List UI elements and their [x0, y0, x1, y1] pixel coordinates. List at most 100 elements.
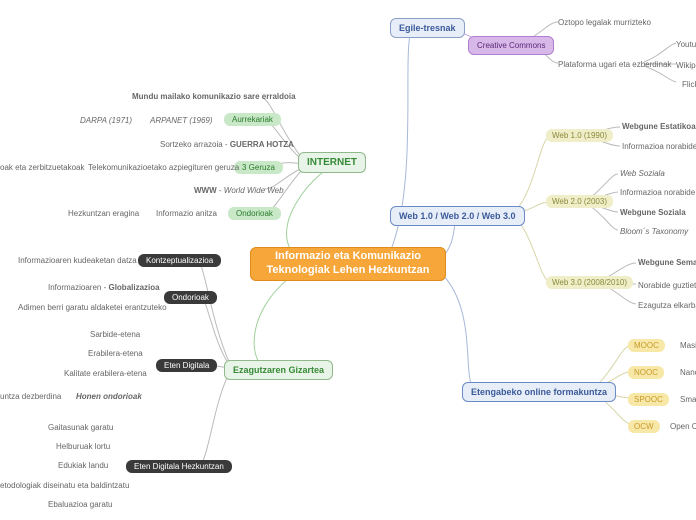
- ondorioak-label: Ondorioak: [236, 209, 273, 218]
- gaitasunak: Gaitasunak garatu: [48, 423, 113, 432]
- spooc-label: SPOOC: [634, 395, 663, 404]
- w3b: Norabide guztietara: [638, 281, 696, 290]
- etengabeko-label: Etengabeko online formakuntza: [471, 387, 607, 397]
- glob: Globalizazioa: [108, 283, 159, 292]
- wire: [254, 270, 300, 368]
- web1-label: Web 1.0 (1990): [552, 131, 607, 140]
- root-line1: Informazio eta Komunikazio: [267, 250, 430, 264]
- nooc-txt: Nano: [680, 368, 696, 377]
- wire: [287, 165, 338, 260]
- web-node[interactable]: Web 1.0 / Web 2.0 / Web 3.0: [390, 206, 525, 226]
- hezk: Hezkuntzan eragina: [68, 209, 139, 218]
- web2-pill[interactable]: Web 2.0 (2003): [546, 195, 613, 208]
- egile-label: Egile-tresnak: [399, 23, 456, 33]
- egile-node[interactable]: Egile-tresnak: [390, 18, 465, 38]
- ocw-pill[interactable]: OCW: [628, 420, 660, 433]
- geruza-pill[interactable]: 3 Geruza: [234, 161, 283, 174]
- sortzeko: Sortzeko arrazoia -: [160, 140, 230, 149]
- web3-pill[interactable]: Web 3.0 (2008/2010): [546, 276, 633, 289]
- w2d: Bloom´s Taxonomy: [620, 227, 688, 236]
- cc-label: Creative Commons: [477, 41, 545, 50]
- wire: [200, 297, 230, 366]
- cc-flickr: Flickr: [682, 80, 696, 89]
- eten-label: Eten Digitala: [164, 361, 209, 370]
- web2-label: Web 2.0 (2003): [552, 197, 607, 206]
- mooc-label: MOOC: [634, 341, 659, 350]
- wire: [262, 98, 302, 158]
- kontz-label: Kontzeptualizazioa: [146, 256, 213, 265]
- wire: [596, 346, 630, 386]
- eten-hezk-pill[interactable]: Eten Digitala Hezkuntzan: [126, 460, 232, 473]
- cc-oztopo: Oztopo legalak murrizteko: [558, 18, 651, 27]
- nooc-label: NOOC: [634, 368, 658, 377]
- kontz-txt: Informazioaren kudeaketan datza: [18, 256, 137, 265]
- oak: oak eta zerbitzuetakoak: [0, 163, 85, 172]
- nooc-pill[interactable]: NOOC: [628, 366, 664, 379]
- internet-node[interactable]: INTERNET: [298, 152, 366, 173]
- w3c: Ezagutza elkarbanat: [638, 301, 696, 310]
- metodologia: etodologiak diseinatu eta baldintzatu: [0, 481, 129, 490]
- edukiak: Edukiak landu: [58, 461, 108, 470]
- sortzeko-wrap: Sortzeko arrazoia - GUERRA HOTZA: [160, 140, 294, 149]
- wire: [440, 272, 476, 390]
- spooc-pill[interactable]: SPOOC: [628, 393, 669, 406]
- ezag-node[interactable]: Ezagutzaren Gizartea: [224, 360, 333, 380]
- ondorioak-pill[interactable]: Ondorioak: [228, 207, 281, 220]
- teleko: Telekomunikazioetako azpiegituren geruza: [88, 163, 239, 172]
- wire: [590, 206, 618, 230]
- honen: Honen ondorioak: [76, 392, 142, 401]
- wire: [200, 372, 230, 464]
- mooc-pill[interactable]: MOOC: [628, 339, 665, 352]
- w2c: Webgune Soziala: [620, 208, 686, 217]
- mundu: Mundu mailako komunikazio sare erraldoia: [132, 92, 296, 101]
- geruza-label: 3 Geruza: [242, 163, 275, 172]
- ondorioak2-label: Ondorioak: [172, 293, 209, 302]
- cc-node[interactable]: Creative Commons: [468, 36, 554, 55]
- web-label: Web 1.0 / Web 2.0 / Web 3.0: [399, 211, 516, 221]
- ezag-label: Ezagutzaren Gizartea: [233, 365, 324, 375]
- eten-hezk-label: Eten Digitala Hezkuntzan: [134, 462, 224, 471]
- root-line2: Teknologiak Lehen Hezkuntzan: [267, 264, 430, 278]
- wire: [516, 136, 550, 210]
- ocw-txt: Open C: [670, 422, 696, 431]
- cc-youtube: Youtube: [676, 40, 696, 49]
- glob-pre: Informazioaren -: [48, 283, 108, 292]
- web1-pill[interactable]: Web 1.0 (1990): [546, 129, 613, 142]
- arpanet: ARPANET (1969): [150, 116, 213, 125]
- wire: [516, 218, 550, 282]
- web3-label: Web 3.0 (2008/2010): [552, 278, 627, 287]
- root-node[interactable]: Informazio eta Komunikazio Teknologiak L…: [250, 247, 446, 281]
- cc-wiki: Wikiper: [676, 61, 696, 70]
- glob-wrap: Informazioaren - Globalizazioa: [48, 283, 160, 292]
- sarbide: Sarbide-etena: [90, 330, 140, 339]
- helburuak: Helburuak lortu: [56, 442, 110, 451]
- eten-pill[interactable]: Eten Digitala: [156, 359, 217, 372]
- ebaluazioa: Ebaluazioa garatu: [48, 500, 113, 509]
- darpa: DARPA (1971): [80, 116, 132, 125]
- w3a: Webgune Semantik: [638, 258, 696, 267]
- guerra: GUERRA HOTZA: [230, 140, 294, 149]
- www-wrap: WWW - World Wide Web: [194, 186, 284, 195]
- erabilera: Erabilera-etena: [88, 349, 143, 358]
- ocw-label: OCW: [634, 422, 654, 431]
- w1b: Informazioa norabide bakar: [622, 142, 696, 151]
- w2b: Informazioa norabide bikoi: [620, 188, 696, 197]
- internet-label: INTERNET: [307, 157, 357, 168]
- cc-plataforma: Plataforma ugari eta ezberdinak: [558, 60, 671, 69]
- w2a: Web Soziala: [620, 169, 665, 178]
- aurrekariak-pill[interactable]: Aurrekariak: [224, 113, 281, 126]
- spooc-txt: Sma: [680, 395, 696, 404]
- info: Informazio anitza: [156, 209, 217, 218]
- untza: untza dezberdina: [0, 392, 61, 401]
- kontz-pill[interactable]: Kontzeptualizazioa: [138, 254, 221, 267]
- aurrekariak-label: Aurrekariak: [232, 115, 273, 124]
- kalitate: Kalitate erabilera-etena: [64, 369, 147, 378]
- ondorioak2-pill[interactable]: Ondorioak: [164, 291, 217, 304]
- www: WWW: [194, 186, 217, 195]
- etengabeko-node[interactable]: Etengabeko online formakuntza: [462, 382, 616, 402]
- wire: [197, 260, 230, 364]
- adimen: Adimen berri garatu aldaketei erantzutek…: [18, 303, 167, 312]
- www-it: World Wide Web: [224, 186, 284, 195]
- w1a: Webgune Estatikoa: [622, 122, 696, 131]
- mooc-txt: Masi: [680, 341, 696, 350]
